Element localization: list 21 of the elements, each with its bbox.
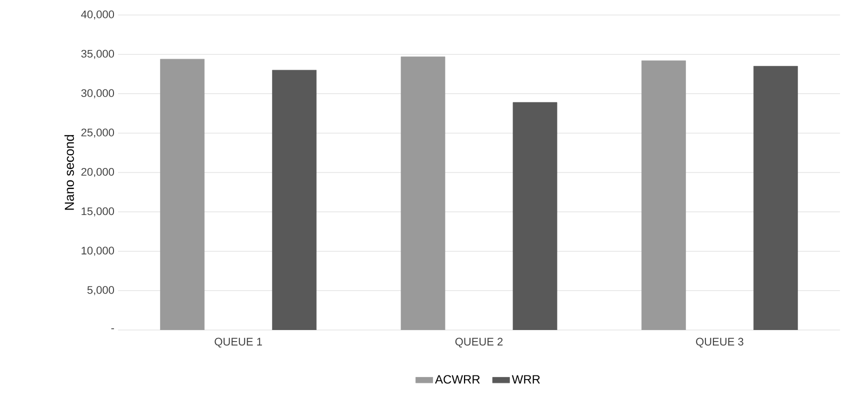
bar bbox=[512, 102, 558, 330]
y-tick-label: 35,000 bbox=[81, 50, 114, 59]
x-tick-label: QUEUE 3 bbox=[696, 338, 744, 348]
legend-label: ACWRR bbox=[435, 375, 480, 384]
y-tick-label: - bbox=[111, 328, 114, 330]
bar bbox=[753, 66, 798, 330]
bar bbox=[272, 70, 317, 330]
y-tick-label: 10,000 bbox=[82, 246, 114, 256]
x-tick-label: QUEUE 1 bbox=[214, 338, 262, 348]
y-tick-label: 40,000 bbox=[81, 10, 114, 20]
y-axis-title: Nano second bbox=[64, 135, 74, 210]
y-tick-label: 5,000 bbox=[87, 286, 114, 296]
bar bbox=[400, 56, 446, 330]
legend-label: WRR bbox=[512, 375, 540, 384]
x-tick-label: QUEUE 2 bbox=[455, 338, 503, 348]
bar bbox=[160, 58, 205, 330]
y-tick-label: 20,000 bbox=[81, 168, 114, 178]
y-tick-label: 30,000 bbox=[81, 89, 114, 98]
y-tick-label: 25,000 bbox=[81, 128, 114, 138]
bar bbox=[641, 60, 686, 330]
y-tick-label: 15,000 bbox=[82, 207, 114, 216]
